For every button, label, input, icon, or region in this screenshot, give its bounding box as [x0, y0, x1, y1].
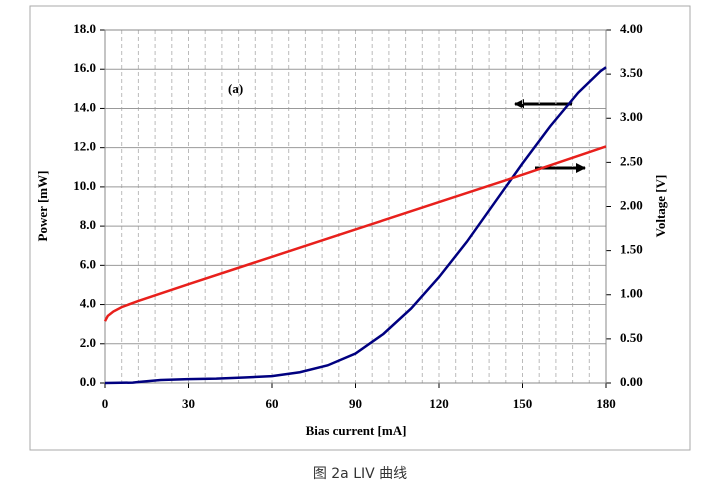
- y2-tick-label: 1.00: [620, 286, 643, 301]
- annotation: (a): [228, 81, 243, 96]
- y2-tick-label: 4.00: [620, 21, 643, 36]
- y-tick-label: 8.0: [80, 217, 96, 232]
- x-tick-label: 60: [266, 396, 279, 411]
- y2-tick-label: 0.50: [620, 330, 643, 345]
- y2-axis-label: Voltage [V]: [653, 175, 668, 238]
- x-tick-label: 180: [596, 396, 616, 411]
- y2-tick-label: 1.50: [620, 242, 643, 257]
- y2-tick-label: 2.50: [620, 153, 643, 168]
- y2-tick-label: 0.00: [620, 374, 643, 389]
- line-series: [104, 66, 607, 385]
- y-tick-label: 2.0: [80, 335, 96, 350]
- y-tick-label: 16.0: [73, 60, 96, 75]
- x-tick-label: 30: [182, 396, 195, 411]
- y-tick-label: 10.0: [73, 178, 96, 193]
- y-axis-label: Power [mW]: [35, 171, 50, 242]
- y2-tick-label: 3.00: [620, 109, 643, 124]
- y-tick-label: 6.0: [80, 256, 96, 271]
- plot-border: [104, 29, 607, 384]
- x-tick-label: 0: [102, 396, 109, 411]
- x-axis-label: Bias current [mA]: [306, 423, 407, 438]
- y2-tick-label: 3.50: [620, 65, 643, 80]
- line-series: [103, 145, 607, 322]
- y-tick-label: 4.0: [80, 296, 96, 311]
- y-tick-label: 14.0: [73, 99, 96, 114]
- y-tick-label: 0.0: [80, 374, 96, 389]
- x-tick-label: 120: [429, 396, 449, 411]
- y-tick-label: 12.0: [73, 139, 96, 154]
- y-tick-label: 18.0: [73, 21, 96, 36]
- x-tick-label: 90: [349, 396, 362, 411]
- caption: 图 2a LIV 曲线: [313, 466, 407, 482]
- y2-tick-label: 2.00: [620, 197, 643, 212]
- frame: [29, 5, 691, 451]
- x-tick-label: 150: [513, 396, 533, 411]
